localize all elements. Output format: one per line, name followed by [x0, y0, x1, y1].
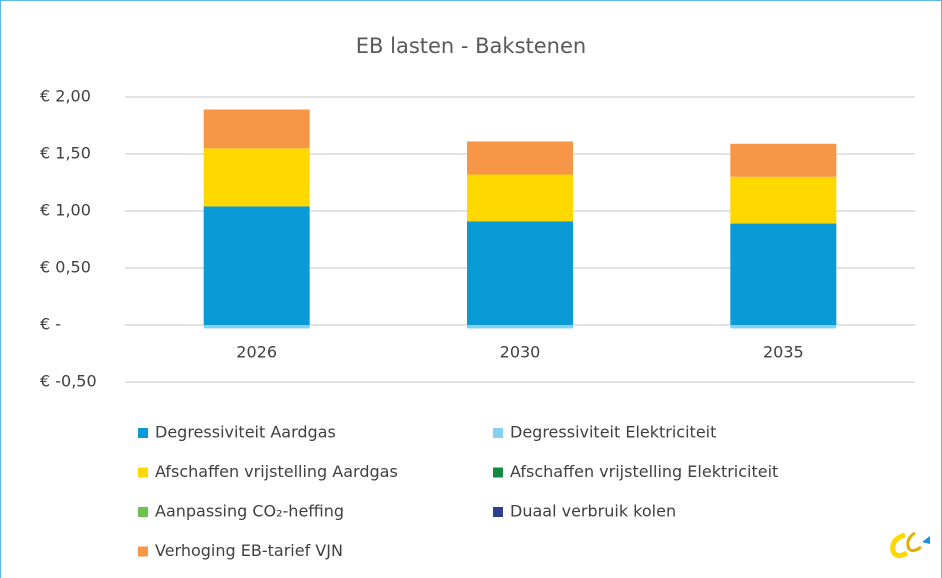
x-tick-label: 2026 [236, 343, 277, 362]
y-tick-label: € -0,50 [40, 372, 97, 391]
y-tick-label: € - [40, 315, 61, 334]
legend-swatch [138, 507, 148, 517]
bar-segment [203, 206, 310, 325]
logo [890, 531, 930, 559]
legend-swatch [138, 546, 148, 557]
y-tick-label: € 2,00 [40, 87, 91, 106]
bar-segment [467, 174, 573, 222]
legend-label: Duaal verbruik kolen [510, 502, 676, 521]
legend-label: Afschaffen vrijstelling Elektriciteit [510, 462, 778, 481]
legend-label: Aanpassing CO₂-heffing [155, 502, 344, 521]
y-tick-label: € 1,00 [40, 201, 91, 220]
legend-swatch [493, 507, 503, 517]
bar-segment [730, 143, 837, 177]
bar-segment [203, 109, 310, 149]
legend-swatch [493, 467, 503, 478]
bar-segment [467, 221, 573, 325]
legend-swatch [493, 428, 503, 438]
bar-segment [730, 223, 837, 325]
legend-label: Degressiviteit Aardgas [155, 423, 336, 442]
bar-segment [203, 148, 310, 207]
bar-segment [467, 325, 573, 329]
legend-label: Degressiviteit Elektriciteit [510, 423, 716, 442]
legend-swatch [138, 467, 148, 478]
x-tick-label: 2030 [500, 343, 541, 362]
y-tick-label: € 1,50 [40, 144, 91, 163]
legend-label: Afschaffen vrijstelling Aardgas [155, 462, 398, 481]
bar-segment [730, 325, 837, 329]
legend-swatch [138, 428, 148, 438]
bar-segment [730, 176, 837, 224]
legend-label: Verhoging EB-tarief VJN [155, 541, 343, 560]
bar-segment [203, 325, 310, 329]
bar-segment [467, 141, 573, 175]
chart-title: EB lasten - Bakstenen [356, 34, 586, 58]
x-tick-label: 2035 [763, 343, 804, 362]
y-tick-label: € 0,50 [40, 258, 91, 277]
